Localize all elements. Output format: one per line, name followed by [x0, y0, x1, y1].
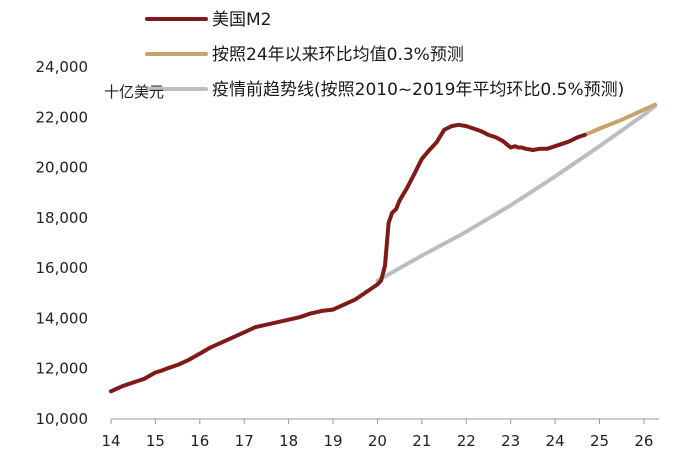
legend-label: 疫情前趋势线(按照2010~2019年平均环比0.5%预测) [212, 80, 624, 100]
y-tick-label: 12,000 [36, 360, 89, 378]
y-tick-label: 24,000 [36, 58, 89, 76]
series-layer [109, 102, 657, 394]
x-tick-label: 18 [279, 432, 298, 450]
y-tick-label: 22,000 [36, 108, 89, 126]
y-tick-label: 14,000 [36, 309, 89, 327]
series-line-2 [375, 104, 657, 283]
x-tick-label: 23 [501, 432, 520, 450]
y-axis: 10,000 12,000 14,000 16,000 18,000 20,000 22,0… [36, 58, 89, 428]
x-tick-label: 17 [235, 432, 254, 450]
y-tick-label: 20,000 [36, 159, 89, 177]
x-tick-label: 24 [546, 432, 565, 450]
x-tick-label: 22 [457, 432, 476, 450]
x-tick-label: 19 [323, 432, 342, 450]
x-tick-label: 21 [412, 432, 431, 450]
x-tick-label: 14 [101, 432, 120, 450]
x-tick-label: 20 [368, 432, 387, 450]
x-tick-label: 15 [146, 432, 165, 450]
series-line-0 [109, 122, 587, 394]
y-tick-label: 10,000 [36, 410, 89, 428]
x-tick-label: 16 [190, 432, 209, 450]
x-tick-label: 26 [634, 432, 653, 450]
x-axis: 14 15 16 17 18 19 20 21 22 23 24 25 26 [101, 418, 659, 450]
y-unit-label: 十亿美元 [104, 83, 164, 101]
y-tick-label: 18,000 [36, 209, 89, 227]
y-tick-label: 16,000 [36, 259, 89, 277]
legend-label: 美国M2 [212, 10, 271, 30]
legend: 美国M2 按照24年以来环比均值0.3%预测疫情前趋势线(按照2010~2019年… [145, 10, 624, 100]
series-line-1 [582, 102, 657, 137]
x-tick-label: 25 [590, 432, 609, 450]
legend-label: 按照24年以来环比均值0.3%预测 [212, 45, 464, 65]
